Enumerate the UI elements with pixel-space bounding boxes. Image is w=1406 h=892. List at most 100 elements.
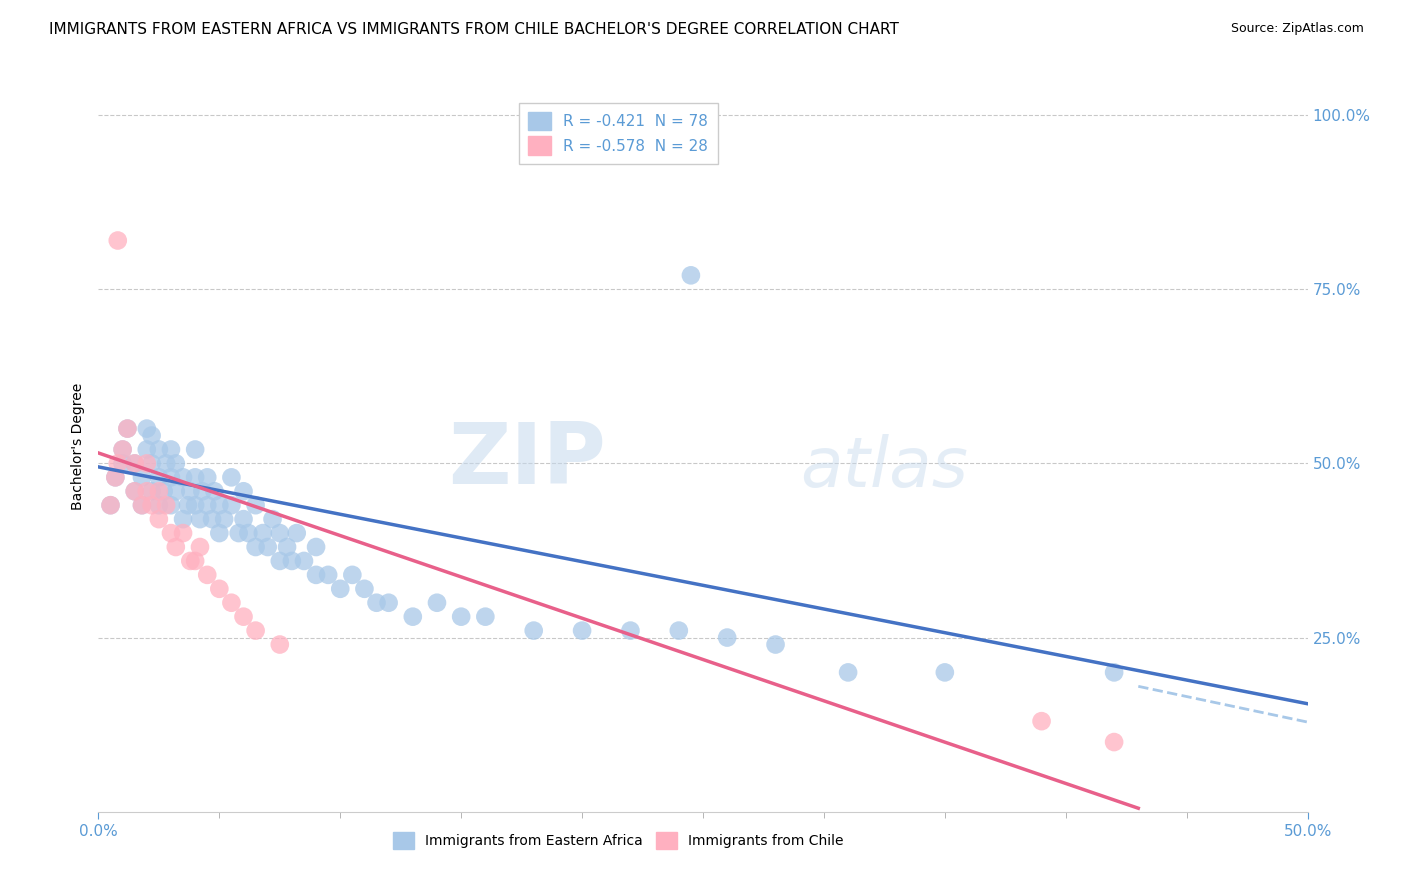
Point [100, 498, 122, 512]
Point [450, 609, 472, 624]
Point [124, 457, 146, 471]
Point [1031, 714, 1053, 728]
Point [195, 567, 218, 582]
Point [117, 421, 139, 435]
Point [165, 484, 187, 499]
Point [141, 428, 163, 442]
Point [716, 631, 738, 645]
Point [152, 484, 174, 499]
Point [305, 567, 328, 582]
Point [305, 540, 328, 554]
Point [232, 512, 254, 526]
Point [208, 526, 231, 541]
Point [191, 484, 214, 499]
Point [316, 567, 339, 582]
Y-axis label: Bachelor's Degree: Bachelor's Degree [70, 383, 84, 509]
Point [245, 624, 267, 638]
Point [204, 484, 226, 499]
Point [837, 665, 859, 680]
Text: Source: ZipAtlas.com: Source: ZipAtlas.com [1230, 22, 1364, 36]
Point [252, 526, 274, 541]
Point [160, 498, 183, 512]
Point [131, 498, 153, 512]
Point [131, 498, 153, 512]
Point [212, 512, 235, 526]
Point [276, 540, 298, 554]
Point [179, 554, 201, 568]
Point [165, 540, 187, 554]
Point [571, 624, 593, 638]
Point [195, 470, 218, 484]
Point [184, 498, 207, 512]
Text: ZIP: ZIP [449, 419, 606, 502]
Point [195, 498, 218, 512]
Point [228, 526, 250, 541]
Point [619, 624, 641, 638]
Point [188, 540, 211, 554]
Point [141, 484, 163, 499]
Point [934, 665, 956, 680]
Point [208, 498, 231, 512]
Point [1102, 735, 1125, 749]
Point [117, 421, 139, 435]
Point [523, 624, 546, 638]
Point [155, 498, 177, 512]
Point [184, 554, 207, 568]
Point [104, 470, 127, 484]
Point [285, 526, 308, 541]
Point [111, 457, 134, 471]
Point [107, 457, 129, 471]
Point [426, 596, 449, 610]
Point [232, 609, 254, 624]
Point [141, 457, 163, 471]
Point [366, 596, 388, 610]
Point [131, 470, 153, 484]
Point [201, 512, 224, 526]
Point [172, 526, 194, 541]
Point [107, 234, 129, 248]
Point [160, 442, 183, 457]
Point [111, 442, 134, 457]
Point [221, 498, 243, 512]
Point [124, 484, 146, 499]
Point [269, 526, 291, 541]
Point [184, 470, 207, 484]
Point [148, 512, 170, 526]
Point [269, 638, 291, 652]
Point [221, 470, 243, 484]
Point [135, 421, 157, 435]
Point [160, 526, 183, 541]
Point [160, 470, 183, 484]
Point [679, 268, 702, 283]
Point [281, 554, 304, 568]
Point [668, 624, 690, 638]
Point [221, 596, 243, 610]
Point [172, 470, 194, 484]
Point [111, 442, 134, 457]
Point [148, 484, 170, 499]
Point [135, 442, 157, 457]
Point [124, 484, 146, 499]
Point [135, 484, 157, 499]
Point [232, 484, 254, 499]
Point [269, 554, 291, 568]
Point [402, 609, 425, 624]
Point [141, 498, 163, 512]
Point [329, 582, 352, 596]
Point [208, 582, 231, 596]
Text: atlas: atlas [800, 434, 967, 501]
Point [179, 484, 201, 499]
Point [135, 457, 157, 471]
Point [245, 498, 267, 512]
Point [262, 512, 284, 526]
Point [1102, 665, 1125, 680]
Point [148, 498, 170, 512]
Point [148, 470, 170, 484]
Point [342, 567, 364, 582]
Point [765, 638, 787, 652]
Point [184, 442, 207, 457]
Point [188, 512, 211, 526]
Text: IMMIGRANTS FROM EASTERN AFRICA VS IMMIGRANTS FROM CHILE BACHELOR'S DEGREE CORREL: IMMIGRANTS FROM EASTERN AFRICA VS IMMIGR… [49, 22, 898, 37]
Point [177, 498, 200, 512]
Point [100, 498, 122, 512]
